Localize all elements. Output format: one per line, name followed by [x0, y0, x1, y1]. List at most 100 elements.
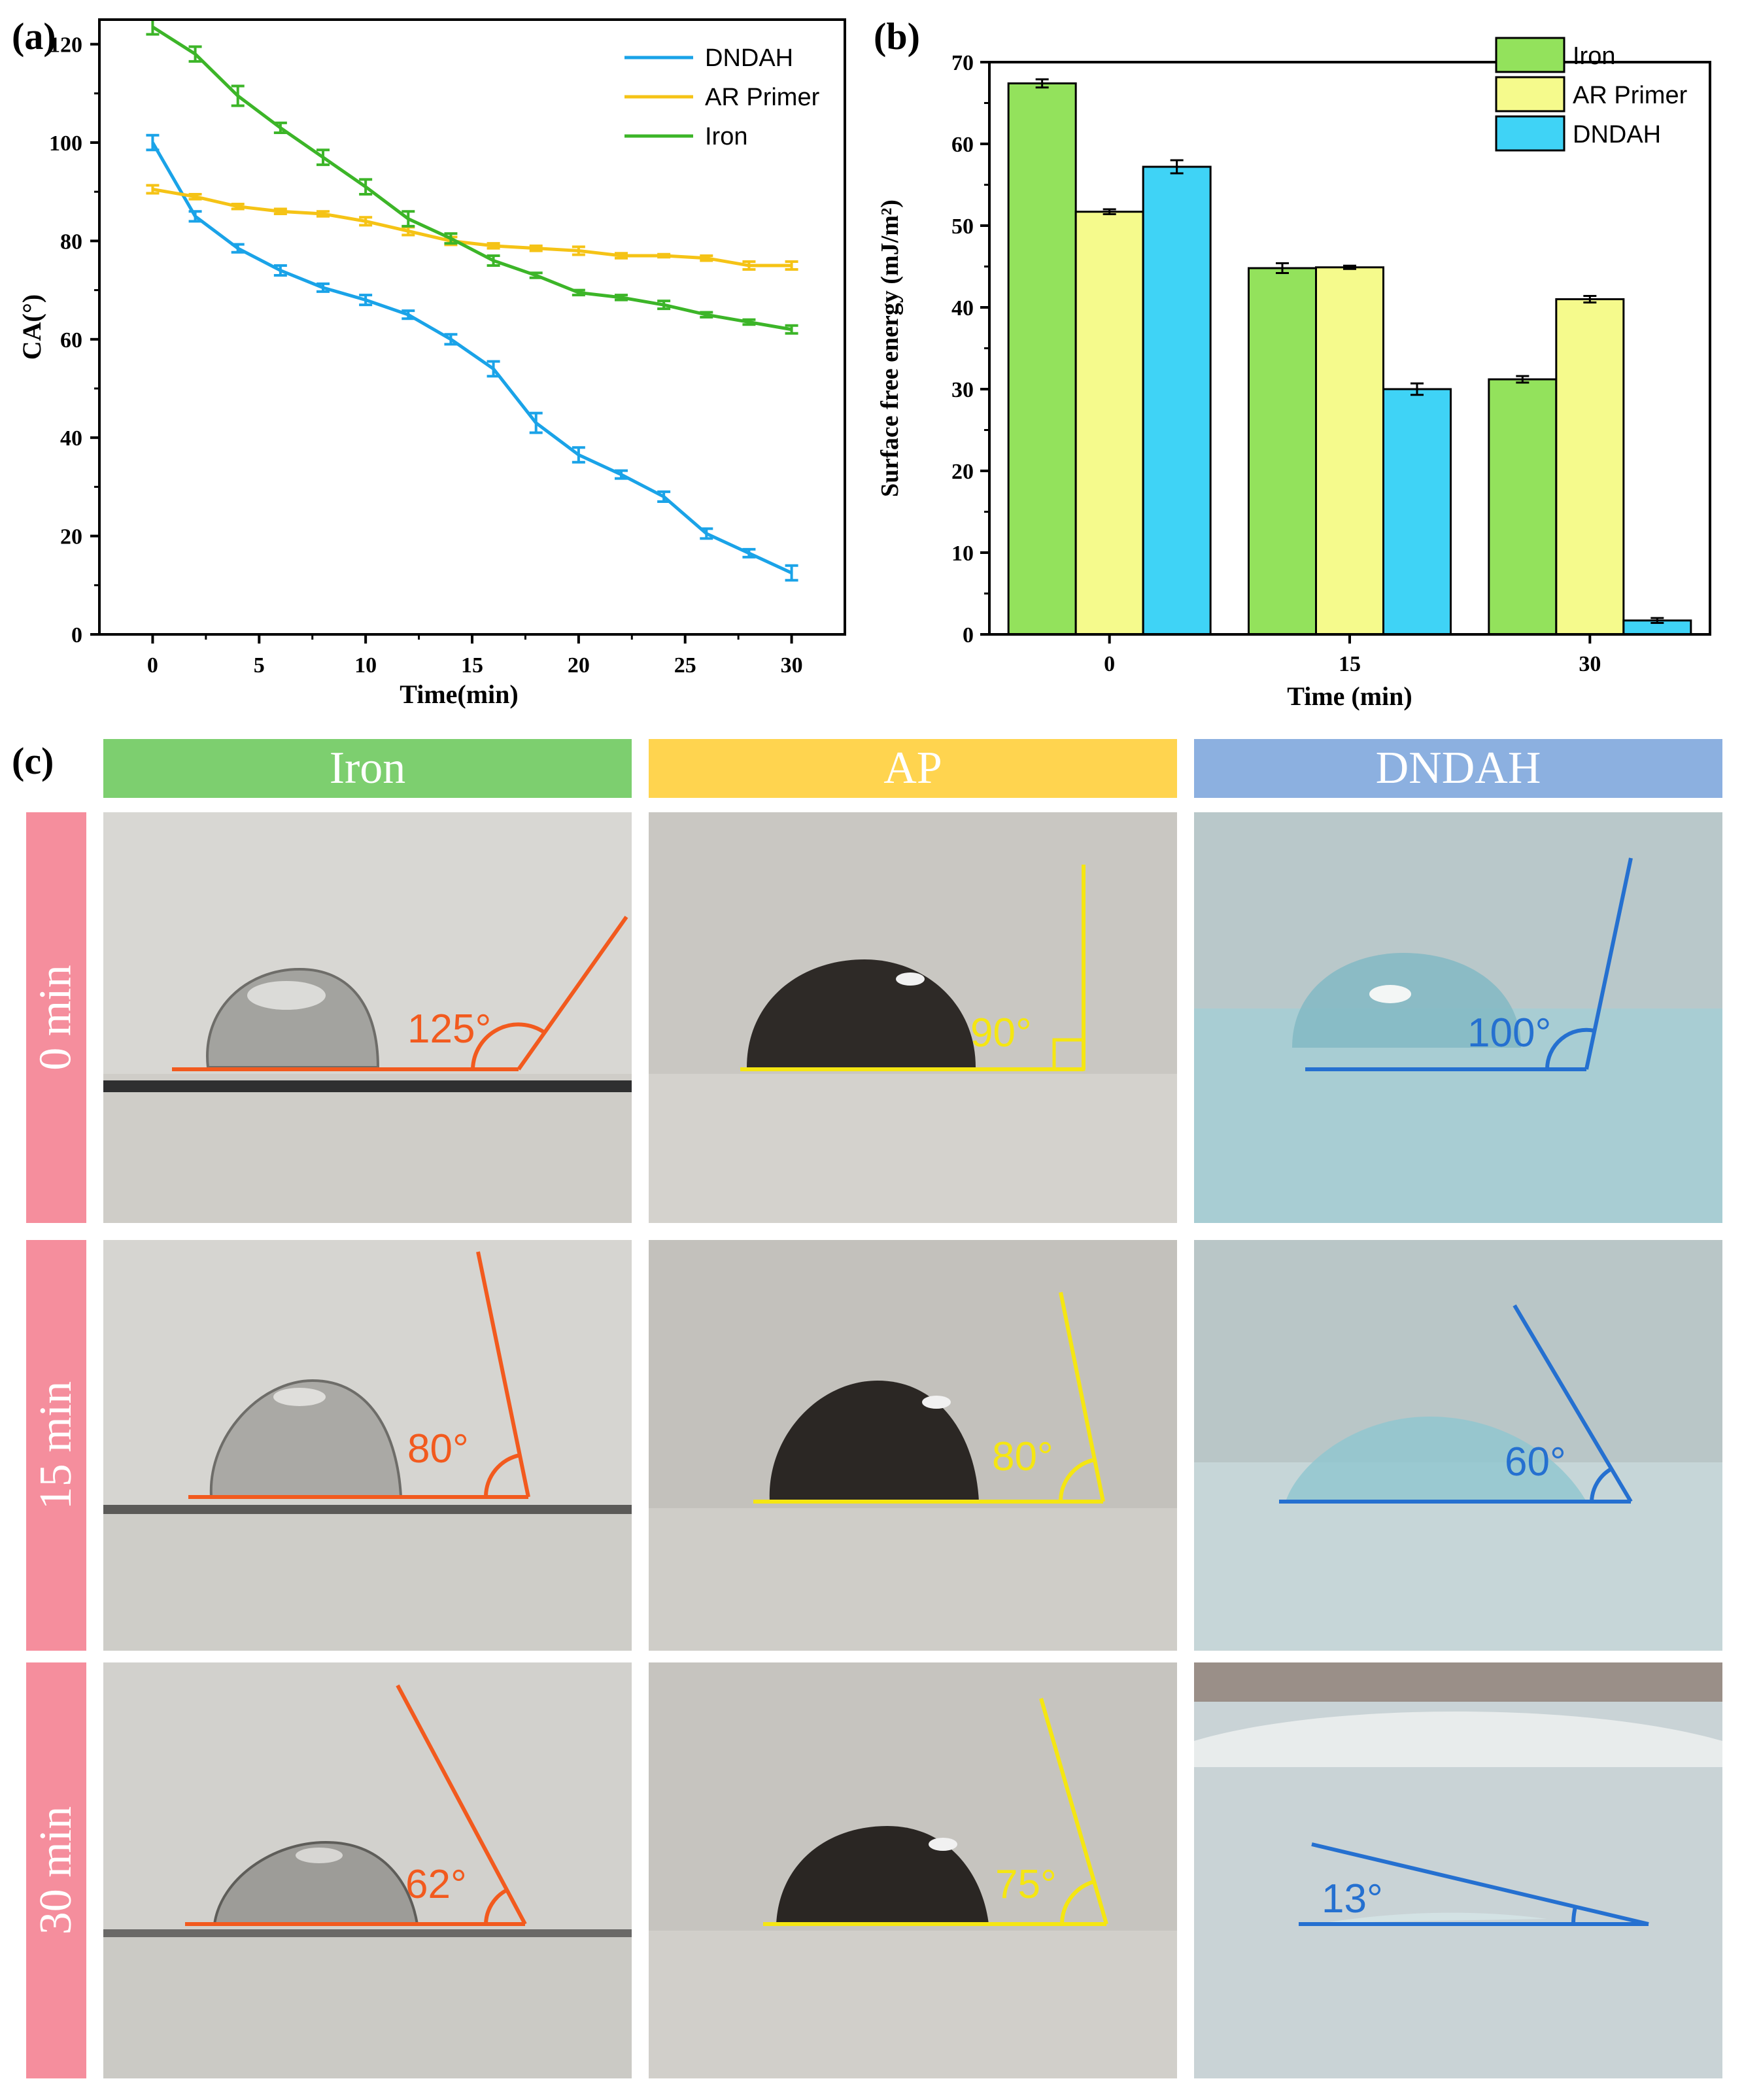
row-header-30min: 30 min	[26, 1662, 86, 2078]
error-bar	[1583, 295, 1597, 303]
y-axis-label: CA(°)	[17, 294, 46, 360]
y-tick-label: 20	[60, 525, 82, 549]
y-tick-label: 0	[963, 623, 974, 647]
error-bar	[572, 245, 585, 256]
error-bar	[742, 547, 756, 559]
bar-ar-primer	[1315, 266, 1384, 636]
droplet-photo-dndah-0min: 100°	[1194, 812, 1722, 1223]
panel-c-label: (c)	[12, 740, 54, 782]
legend-label: DNDAH	[705, 44, 793, 72]
error-bar	[1170, 159, 1184, 175]
legend-label: Iron	[1573, 43, 1615, 70]
error-bar	[402, 309, 415, 320]
angle-label-dndah-30min: 13°	[1322, 1876, 1383, 1921]
y-tick-label: 60	[60, 328, 82, 353]
error-bar	[572, 446, 585, 464]
droplet-photo-dndah-30min: 13°	[1194, 1662, 1722, 2078]
x-tick-label: 0	[1104, 652, 1115, 676]
legend-label: AR Primer	[705, 84, 820, 111]
bar-iron	[1488, 378, 1558, 636]
series-line-ar-primer	[152, 187, 792, 267]
legend-label: DNDAH	[1573, 121, 1661, 148]
error-bar	[231, 84, 245, 107]
error-bar	[1411, 382, 1424, 396]
x-axis-label: Time (min)	[1287, 681, 1412, 711]
angle-label-dndah-15min: 60°	[1505, 1439, 1566, 1485]
error-bar	[785, 564, 798, 582]
angle-label-ap-30min: 75°	[995, 1862, 1057, 1907]
x-tick-label: 10	[354, 653, 377, 678]
error-bar	[572, 288, 585, 297]
angle-label-dndah-0min: 100°	[1467, 1010, 1551, 1056]
y-tick-label: 40	[60, 426, 82, 451]
panel-a-label: (a)	[12, 15, 56, 58]
angle-label-ap-0min: 90°	[970, 1010, 1032, 1056]
error-bar	[188, 210, 202, 223]
series-line-dndah	[151, 141, 793, 575]
legend-label: AR Primer	[1573, 82, 1688, 109]
y-tick-label: 50	[951, 215, 974, 239]
series-line-iron	[152, 26, 792, 332]
x-tick-label: 30	[1579, 652, 1601, 676]
error-bar	[146, 133, 160, 152]
error-bar	[316, 148, 330, 166]
bar-dndah	[1142, 165, 1212, 636]
legend-swatch	[1495, 115, 1565, 152]
y-tick-label: 100	[49, 131, 82, 156]
y-tick-label: 70	[951, 51, 974, 75]
error-bar	[742, 318, 756, 326]
x-tick-label: 5	[254, 653, 265, 678]
angle-label-iron-0min: 125°	[407, 1007, 491, 1052]
error-bar	[231, 203, 245, 211]
error-bar	[785, 324, 798, 335]
error-bar	[444, 333, 458, 346]
legend-label: Iron	[705, 123, 747, 150]
row-header-0min: 0 min	[26, 812, 86, 1223]
error-bar	[359, 216, 373, 227]
error-bar	[1103, 208, 1116, 215]
angle-label-ap-15min: 80°	[992, 1434, 1053, 1479]
error-bar	[402, 210, 415, 228]
x-tick-label: 15	[1339, 652, 1361, 676]
column-header-ap: AP	[649, 739, 1177, 798]
y-axis-label: Surface free energy (mJ/m²)	[876, 199, 904, 497]
error-bar	[657, 252, 671, 259]
y-tick-label: 40	[951, 296, 974, 320]
error-bar	[657, 490, 671, 503]
y-tick-label: 10	[951, 542, 974, 566]
droplet-photo-ap-0min: 90°	[649, 812, 1177, 1223]
x-tick-label: 20	[568, 653, 590, 678]
chart-a: 0 5 10 15 20 25 30 0 20 40 60 80 100 120 Time(min) CA(°…	[17, 18, 846, 709]
error-bar	[529, 244, 543, 252]
x-tick-label: 30	[781, 653, 803, 678]
angle-label-iron-30min: 62°	[405, 1862, 467, 1907]
error-bar	[146, 18, 160, 36]
droplet-photo-ap-15min: 80°	[649, 1240, 1177, 1651]
legend-swatch	[1495, 37, 1565, 73]
error-bar	[529, 411, 543, 434]
y-tick-label: 0	[71, 623, 82, 647]
error-bar	[1276, 262, 1289, 274]
error-bar	[359, 294, 373, 307]
bar-ar-primer	[1074, 211, 1144, 636]
legend-swatch	[1495, 76, 1565, 112]
error-bar	[188, 45, 202, 63]
angle-label-iron-15min: 80°	[407, 1426, 469, 1472]
y-tick-label: 80	[60, 230, 82, 254]
bar-iron	[1007, 82, 1077, 636]
error-bar	[1516, 375, 1530, 384]
error-bar	[231, 243, 245, 254]
error-bar	[1650, 617, 1664, 624]
error-bar	[1343, 264, 1356, 270]
bar-dndah	[1382, 388, 1452, 636]
row-header-15min: 15 min	[26, 1240, 86, 1651]
error-bar	[188, 192, 202, 201]
column-header-iron: Iron	[103, 739, 632, 798]
x-axis-label: Time(min)	[400, 680, 518, 709]
error-bar	[273, 207, 287, 216]
droplet-photo-dndah-15min: 60°	[1194, 1240, 1722, 1651]
droplet-photo-ap-30min: 75°	[649, 1662, 1177, 2078]
error-bar	[444, 232, 458, 245]
bar-ar-primer	[1555, 298, 1625, 636]
y-tick-label: 120	[49, 33, 82, 58]
